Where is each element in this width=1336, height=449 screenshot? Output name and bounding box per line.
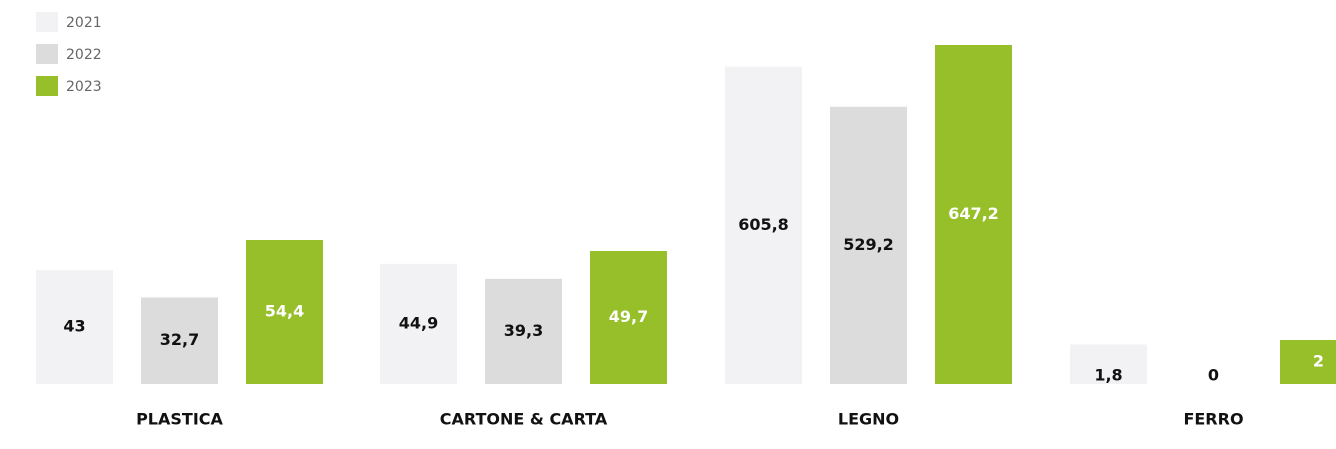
bar (725, 66, 802, 384)
bar (246, 240, 323, 384)
value-label: 2 (1313, 352, 1324, 371)
bar (830, 106, 907, 384)
bar (935, 45, 1012, 384)
value-label: 54,4 (265, 302, 304, 321)
category-label: CARTONE & CARTA (440, 410, 608, 429)
value-label: 43 (63, 317, 85, 336)
legend-swatch (36, 12, 58, 32)
value-label: 39,3 (504, 321, 543, 340)
bar (1280, 340, 1336, 384)
value-label: 1,8 (1094, 366, 1122, 385)
legend-swatch (36, 44, 58, 64)
value-label: 49,7 (609, 307, 648, 326)
bar (36, 270, 113, 384)
value-label: 44,9 (399, 313, 438, 332)
bar (380, 263, 457, 384)
category-label: FERRO (1183, 410, 1243, 429)
value-label: 0 (1208, 366, 1219, 385)
value-label: 605,8 (738, 215, 789, 234)
bar (141, 297, 218, 384)
category-label: PLASTICA (136, 410, 223, 429)
legend-label: 2023 (66, 79, 102, 95)
value-label: 529,2 (843, 235, 894, 254)
legend-label: 2022 (66, 47, 102, 63)
legend-label: 2021 (66, 15, 102, 31)
value-label: 32,7 (160, 330, 199, 349)
bar (590, 251, 667, 384)
bar (1070, 344, 1147, 384)
value-label: 647,2 (948, 204, 999, 223)
legend-swatch (36, 76, 58, 96)
bar (485, 278, 562, 384)
category-label: LEGNO (838, 410, 899, 429)
